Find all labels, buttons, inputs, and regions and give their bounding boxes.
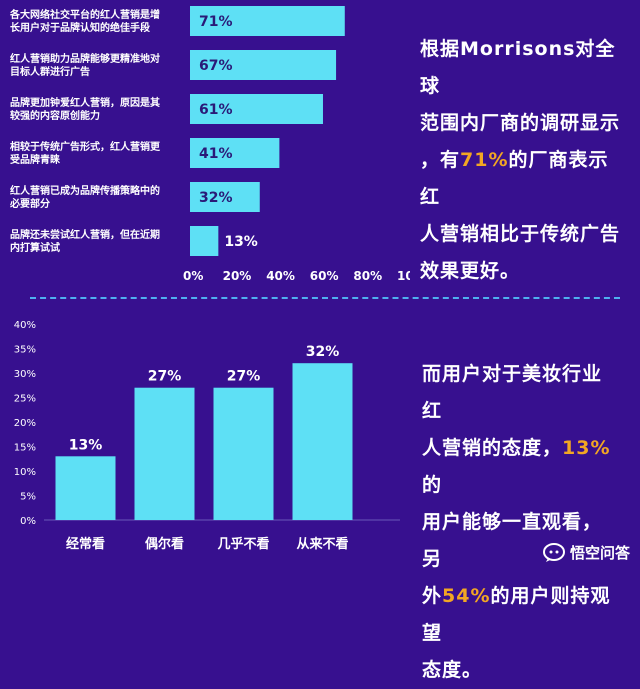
y-tick-label: 30% xyxy=(14,369,36,380)
bar-category-label: 红人营销已成为品牌传播策略中的必要部分 xyxy=(9,184,160,210)
bar-value-label: 71% xyxy=(199,14,233,30)
dashed-divider xyxy=(30,297,620,299)
text-segment: 效果更好。 xyxy=(420,260,521,282)
text-line: 而用户对于美妆行业红 xyxy=(422,356,618,430)
watermark-text: 悟空问答 xyxy=(569,544,630,562)
bar-category-label: 品牌还未尝试红人营销，但在近期内打算试试 xyxy=(10,228,160,254)
text-line: 用户能够一直观看，另 xyxy=(422,504,618,578)
survey-bar-chart-horizontal: 各大网络社交平台的红人营销是增长用户对于品牌认知的绝佳手段 71% 红人营销助力品牌… xyxy=(9,6,410,283)
bar-category-label: 相较于传统广告形式，红人营销更受品牌青睐 xyxy=(10,140,161,166)
bar-category-label: 经常看 xyxy=(66,536,105,552)
y-tick-label: 5% xyxy=(20,492,36,503)
text-line: 根据Morrisons对全球 xyxy=(420,31,620,105)
bottom-summary-text: 而用户对于美妆行业红人营销的态度，13% 的用户能够一直观看，另外54%的用户则持… xyxy=(422,356,618,689)
text-line: 外54%的用户则持观望 xyxy=(422,578,618,652)
bar xyxy=(190,6,345,36)
bar xyxy=(292,363,353,520)
y-tick-label: 15% xyxy=(14,443,36,454)
x-tick-label: 60% xyxy=(310,269,339,283)
bar-category-label: 品牌更加钟爱红人营销，原因是其较强的内容原创能力 xyxy=(10,96,160,122)
text-segment: 外 xyxy=(422,585,443,607)
text-segment: 范围内厂商的调研显示 xyxy=(420,112,621,134)
x-tick-label: 40% xyxy=(266,269,295,283)
y-tick-label: 0% xyxy=(20,516,36,527)
x-tick-label: 100% xyxy=(397,269,410,283)
bar-value-label: 27% xyxy=(227,369,261,385)
bar xyxy=(134,387,195,520)
bar-value-label: 41% xyxy=(199,146,233,162)
text-line: 态度。 xyxy=(422,652,618,689)
text-segment: 根据Morrisons对全球 xyxy=(420,38,616,97)
bar xyxy=(213,387,274,520)
bar-category-label: 红人营销助力品牌能够更精准地对目标人群进行广告 xyxy=(10,52,160,78)
chat-bubble-icon xyxy=(542,542,565,562)
highlight-number: 13% xyxy=(562,437,611,459)
y-tick-label: 25% xyxy=(14,394,36,405)
text-segment: 的 xyxy=(422,474,443,496)
bar xyxy=(190,94,323,124)
bar xyxy=(190,50,337,80)
text-segment: 的厂商表示红 xyxy=(420,149,609,208)
x-tick-label: 20% xyxy=(223,269,252,283)
bar-value-label: 13% xyxy=(69,437,103,453)
text-line: 效果更好。 xyxy=(420,253,620,290)
bar-value-label: 13% xyxy=(224,234,258,250)
highlight-number: 54% xyxy=(442,585,491,607)
bar-value-label: 61% xyxy=(199,102,233,118)
top-summary-text: 根据Morrisons对全球范围内厂商的调研显示 ，有71%的厂商表示红人营销相比… xyxy=(420,31,620,290)
y-tick-label: 20% xyxy=(14,418,36,429)
bar-value-label: 32% xyxy=(306,344,340,360)
text-line: 范围内厂商的调研显示 xyxy=(420,105,620,142)
text-line: ，有71%的厂商表示红 xyxy=(420,142,620,216)
text-segment: 人营销的态度， xyxy=(422,437,563,459)
bar-category-label: 几乎不看 xyxy=(217,536,269,552)
text-segment: 而用户对于美妆行业红 xyxy=(422,363,603,422)
bar-category-label: 从来不看 xyxy=(296,536,348,552)
bar xyxy=(190,182,260,212)
x-tick-label: 0% xyxy=(183,269,203,283)
text-segment: 态度。 xyxy=(422,659,483,681)
y-tick-label: 35% xyxy=(14,345,36,356)
text-segment: ，有 xyxy=(420,149,461,171)
bar xyxy=(190,138,280,168)
bar-category-label: 各大网络社交平台的红人营销是增长用户对于品牌认知的绝佳手段 xyxy=(9,8,160,34)
watermark: 悟空问答 xyxy=(542,542,630,563)
text-line: 人营销的态度，13% 的 xyxy=(422,430,618,504)
viewing-attitude-bar-chart: 0% 5% 10% 15% 20% 25% 30% 35% 40% 13% 经常看 27% 偶尔看 27%… xyxy=(14,320,400,552)
bar-value-label: 67% xyxy=(199,58,233,74)
x-tick-label: 80% xyxy=(353,269,382,283)
bar-value-label: 27% xyxy=(148,369,182,385)
bar xyxy=(190,226,219,256)
y-tick-label: 40% xyxy=(14,320,36,331)
bar-value-label: 32% xyxy=(199,190,233,206)
text-line: 人营销相比于传统广告 xyxy=(420,216,620,253)
highlight-number: 71% xyxy=(460,149,509,171)
bar-category-label: 偶尔看 xyxy=(145,536,184,552)
text-segment: 用户能够一直观看，另 xyxy=(422,511,603,570)
y-tick-label: 10% xyxy=(14,467,36,478)
bar xyxy=(55,456,116,520)
text-segment: 人营销相比于传统广告 xyxy=(420,223,621,245)
